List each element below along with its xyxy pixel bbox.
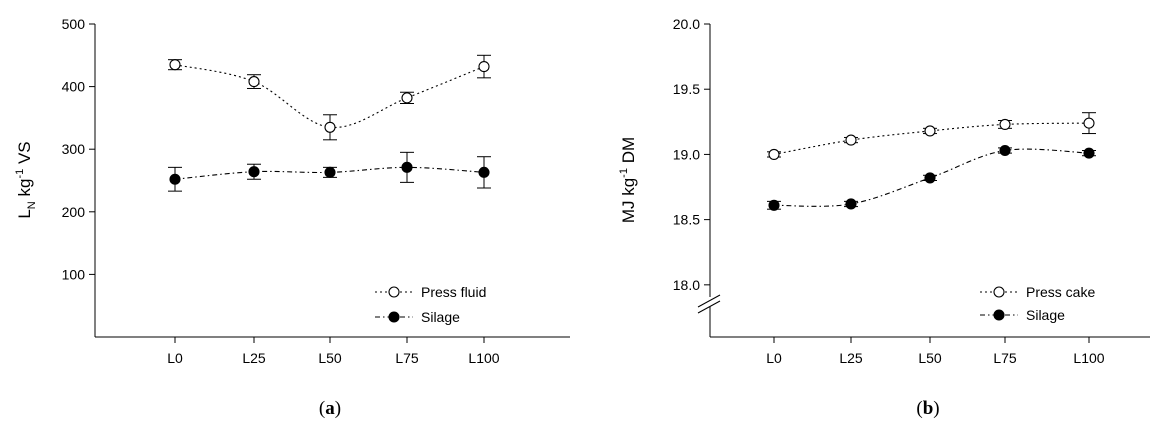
data-point — [999, 144, 1011, 157]
data-point — [1083, 117, 1095, 129]
chart-panel-a: 100 200 300 400 500 L0 L25 L50 L75 L100 LN kg-1 VS… — [14, 16, 570, 419]
data-point — [768, 148, 780, 160]
panel-label-open: ( — [916, 398, 922, 419]
y-tick-label: 300 — [62, 141, 86, 157]
x-tick-label: L50 — [918, 350, 942, 366]
y-tick-label: 18.0 — [673, 277, 700, 293]
y-axis-label-base: L — [15, 209, 34, 218]
legend-label: Press fluid — [421, 284, 486, 300]
data-point — [169, 59, 181, 71]
y-tick-label: 20.0 — [673, 16, 700, 32]
x-tick-label: L25 — [839, 350, 863, 366]
series-line — [773, 148, 1090, 207]
data-point — [169, 173, 181, 185]
legend-marker — [388, 311, 400, 323]
legend-label: Press cake — [1026, 284, 1095, 300]
panel-label: (b) — [916, 398, 939, 419]
panel-label-letter: b — [923, 398, 934, 419]
axis-break-gap — [698, 297, 722, 306]
x-tick-label: L50 — [318, 350, 342, 366]
y-axis-label-superscript: -1 — [14, 169, 26, 179]
legend-label: Silage — [421, 309, 460, 325]
data-point — [478, 166, 490, 178]
y-axis-label-subscript: N — [26, 201, 38, 209]
legend-marker — [993, 286, 1005, 298]
y-tick-label: 200 — [62, 204, 86, 220]
data-point — [924, 172, 936, 184]
y-tick-label: 19.5 — [673, 81, 700, 97]
data-point — [401, 92, 413, 104]
y-axis-label-rest: VS — [15, 141, 34, 168]
y-axis-label-unit: kg — [15, 179, 34, 202]
axis-break-mark — [697, 300, 721, 314]
panel-label-letter: a — [325, 398, 335, 419]
data-point — [401, 161, 413, 173]
y-axis-label-base: MJ kg — [619, 178, 638, 223]
y-axis-label: LN kg-1 VS — [14, 141, 38, 218]
x-tick-label: L100 — [1073, 350, 1104, 366]
x-tick-label: L0 — [167, 350, 183, 366]
data-point — [324, 166, 336, 178]
data-point — [999, 118, 1011, 130]
series-line — [773, 122, 1090, 155]
axis-break-mark — [697, 294, 721, 308]
panel-label: (a) — [319, 398, 341, 419]
data-point — [845, 134, 857, 146]
panel-label-close: ) — [335, 398, 341, 419]
data-point — [248, 166, 260, 178]
data-point — [248, 76, 260, 88]
y-tick-label: 500 — [62, 16, 86, 32]
x-tick-label: L100 — [468, 350, 499, 366]
y-tick-label: 400 — [62, 79, 86, 95]
y-tick-label: 18.5 — [673, 212, 700, 228]
y-axis-label-rest: DM — [619, 137, 638, 168]
x-tick-label: L75 — [993, 350, 1017, 366]
y-axis-label: MJ kg-1 DM — [618, 137, 638, 223]
data-point — [845, 198, 857, 210]
data-point — [478, 61, 490, 73]
chart-panel-b: 18.0 18.5 19.0 19.5 20.0 L0 L25 L50 L75 L100 MJ kg… — [618, 16, 1150, 419]
y-axis-label-superscript: -1 — [618, 168, 630, 178]
data-point — [768, 199, 780, 211]
data-point — [924, 125, 936, 137]
panel-label-close: ) — [933, 398, 939, 419]
legend-marker — [388, 286, 400, 298]
panel-label-open: ( — [319, 398, 325, 419]
x-tick-label: L25 — [242, 350, 266, 366]
series-line — [174, 166, 485, 180]
x-tick-label: L75 — [395, 350, 419, 366]
data-point — [1083, 147, 1095, 159]
y-tick-label: 100 — [62, 266, 86, 282]
y-tick-label: 19.0 — [673, 146, 700, 162]
legend-label: Silage — [1026, 307, 1065, 323]
x-tick-label: L0 — [766, 350, 782, 366]
legend-marker — [993, 309, 1005, 321]
data-point — [324, 121, 336, 133]
